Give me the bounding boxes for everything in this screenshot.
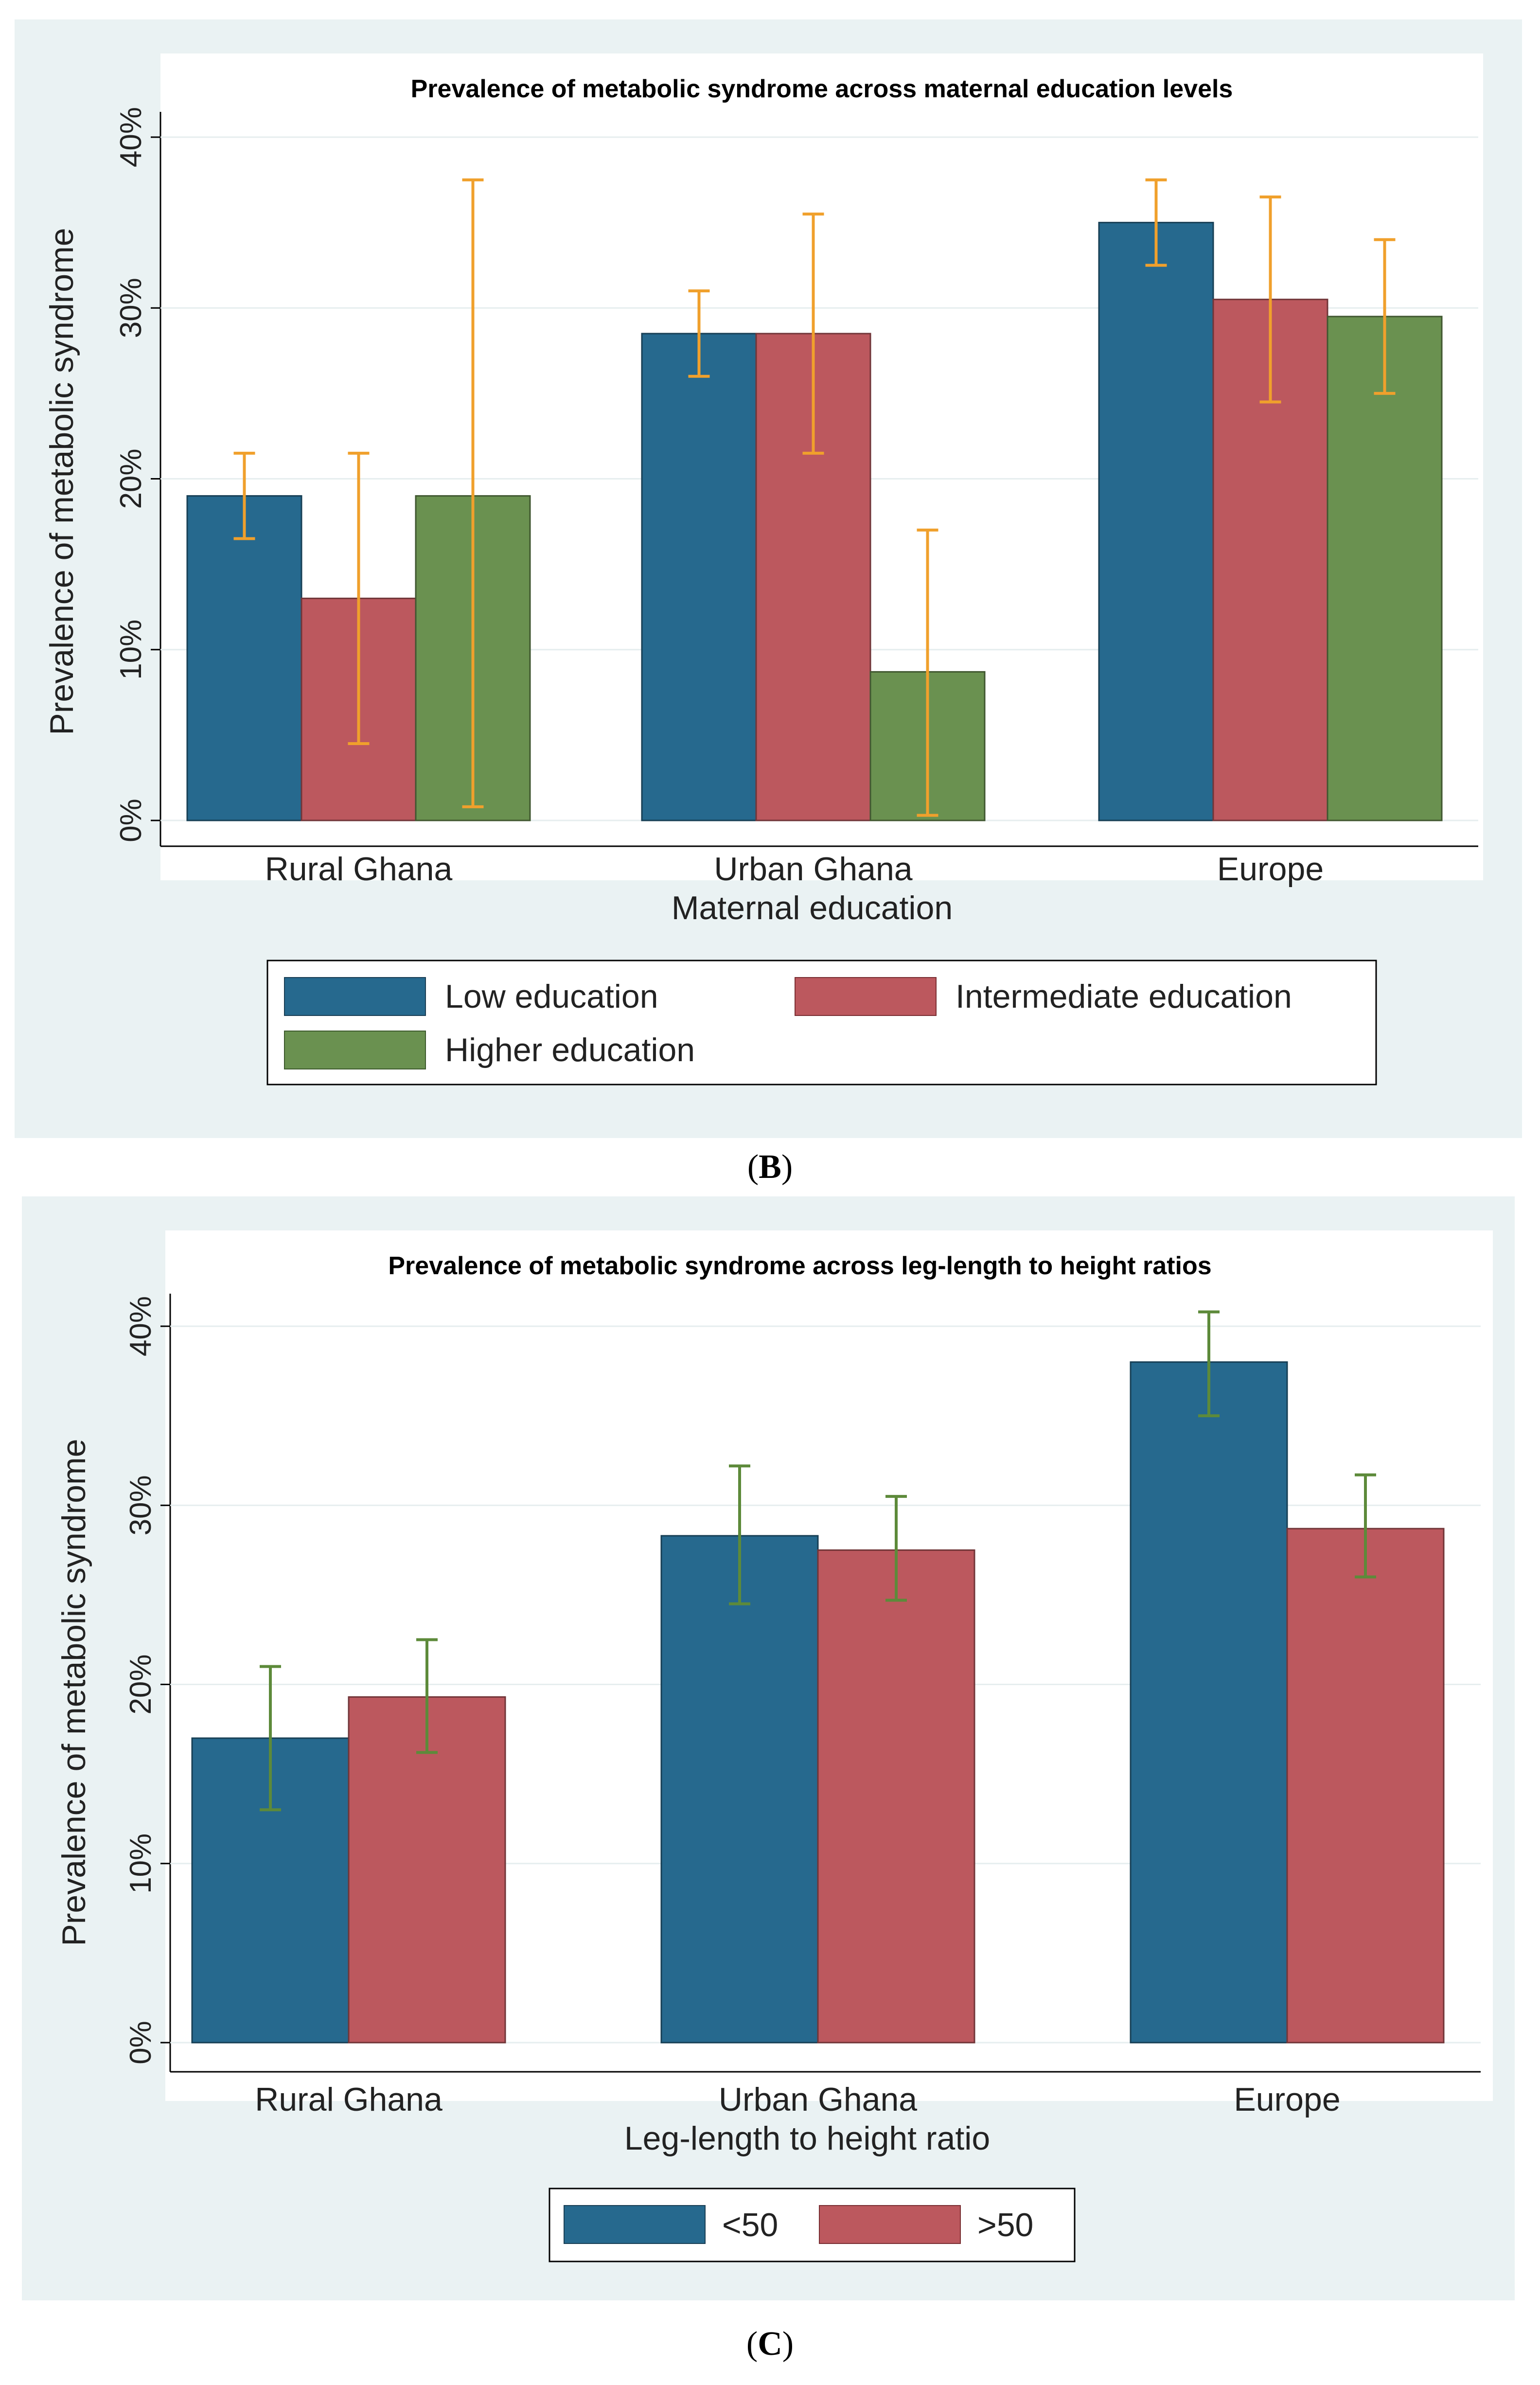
chart-b-errorbar bbox=[1145, 178, 1167, 267]
chart-b-errorbar bbox=[348, 451, 370, 745]
chart-c-legend-swatch-lt50 bbox=[564, 2205, 706, 2244]
chart-b-ytick-label: 40% bbox=[114, 107, 148, 167]
chart-b-ytick-label: 0% bbox=[114, 799, 148, 842]
chart-b-bar bbox=[1098, 222, 1214, 821]
chart-c-category-label: Urban Ghana bbox=[719, 2081, 917, 2118]
chart-panel-c: Prevalence of metabolic syndrome across … bbox=[22, 1196, 1515, 2300]
chart-c-y-axis-label: Prevalence of metabolic syndrome bbox=[55, 1439, 92, 1946]
chart-b-bar bbox=[186, 495, 302, 821]
chart-c-errorbar bbox=[1355, 1473, 1376, 1579]
chart-b-ytick-label: 20% bbox=[114, 448, 148, 509]
chart-c-errorbar bbox=[729, 1464, 750, 1605]
chart-c-errorbar bbox=[260, 1665, 281, 1812]
chart-c-legend: <50 >50 bbox=[549, 2188, 1076, 2262]
chart-c-errorbar bbox=[885, 1495, 907, 1602]
chart-b-svg: Prevalence of metabolic syndrome across … bbox=[43, 53, 1483, 1086]
chart-b-errorbar bbox=[1374, 238, 1396, 395]
caption-b-letter: B bbox=[759, 1148, 781, 1186]
chart-c-marks: 0% 10% 20% 30% 40% Rural Ghana Urban Ghana Euro… bbox=[124, 1296, 1481, 2118]
chart-c-category-label: Rural Ghana bbox=[255, 2081, 443, 2118]
chart-b-ytick-label: 30% bbox=[114, 278, 148, 338]
chart-c-legend-label-gt50: >50 bbox=[977, 2207, 1033, 2243]
chart-b-legend-label-intermediate: Intermediate education bbox=[956, 978, 1292, 1015]
chart-b-ytick-label: 10% bbox=[114, 620, 148, 680]
chart-b-errorbar bbox=[802, 213, 824, 455]
caption-c-letter: C bbox=[758, 2325, 782, 2363]
chart-c-errorbar bbox=[1198, 1310, 1220, 1418]
chart-c-ytick-label: 40% bbox=[124, 1296, 158, 1356]
chart-b-legend-label-higher: Higher education bbox=[445, 1032, 695, 1068]
chart-b-bar bbox=[641, 333, 757, 821]
chart-c-ytick-label: 0% bbox=[124, 2021, 158, 2065]
chart-c-bar bbox=[1130, 1361, 1288, 2044]
chart-b-legend-label-low: Low education bbox=[445, 978, 658, 1015]
chart-c-bar bbox=[817, 1549, 975, 2044]
chart-c-bar bbox=[1286, 1528, 1445, 2044]
chart-b-legend-swatch-higher bbox=[284, 1031, 426, 1069]
chart-b-legend: Low education Intermediate education Hig… bbox=[266, 960, 1377, 1086]
chart-c-ytick-label: 20% bbox=[124, 1654, 158, 1714]
chart-b-y-axis-label: Prevalence of metabolic syndrome bbox=[43, 228, 80, 735]
chart-c-title: Prevalence of metabolic syndrome across … bbox=[388, 1252, 1211, 1280]
chart-b-category-label: Europe bbox=[1217, 851, 1324, 888]
chart-c-legend-swatch-gt50 bbox=[819, 2205, 961, 2244]
chart-c-ytick-label: 10% bbox=[124, 1833, 158, 1894]
chart-b-category-label: Rural Ghana bbox=[265, 851, 453, 888]
chart-b-errorbar bbox=[233, 451, 255, 540]
chart-b-errorbar bbox=[688, 289, 710, 378]
chart-b-legend-swatch-intermediate bbox=[795, 977, 937, 1016]
chart-b-errorbar bbox=[1259, 195, 1281, 404]
chart-b-errorbar bbox=[917, 528, 938, 817]
chart-b-legend-swatch-low bbox=[284, 977, 426, 1016]
chart-c-bar bbox=[348, 1696, 506, 2044]
chart-b-x-axis-label: Maternal education bbox=[672, 890, 953, 926]
chart-c-errorbar bbox=[416, 1638, 438, 1754]
chart-c-svg: Prevalence of metabolic syndrome across … bbox=[55, 1230, 1493, 2262]
chart-panel-b: Prevalence of metabolic syndrome across … bbox=[15, 19, 1522, 1138]
chart-c-x-axis-label: Leg-length to height ratio bbox=[624, 2120, 990, 2157]
chart-b-bar bbox=[1327, 316, 1443, 821]
chart-b-title: Prevalence of metabolic syndrome across … bbox=[411, 75, 1233, 103]
chart-c-legend-label-lt50: <50 bbox=[722, 2207, 778, 2243]
chart-c-ytick-label: 30% bbox=[124, 1475, 158, 1535]
chart-b-category-label: Urban Ghana bbox=[714, 851, 912, 888]
caption-b: (B) bbox=[747, 1148, 793, 1186]
chart-c-category-label: Europe bbox=[1234, 2081, 1340, 2118]
chart-b-marks: 0% 10% 20% 30% 40% Rural Ghana Urban Ghana Euro… bbox=[114, 107, 1478, 888]
caption-c: (C) bbox=[746, 2325, 794, 2363]
chart-c-bar bbox=[660, 1535, 819, 2044]
chart-b-errorbar bbox=[462, 178, 484, 808]
